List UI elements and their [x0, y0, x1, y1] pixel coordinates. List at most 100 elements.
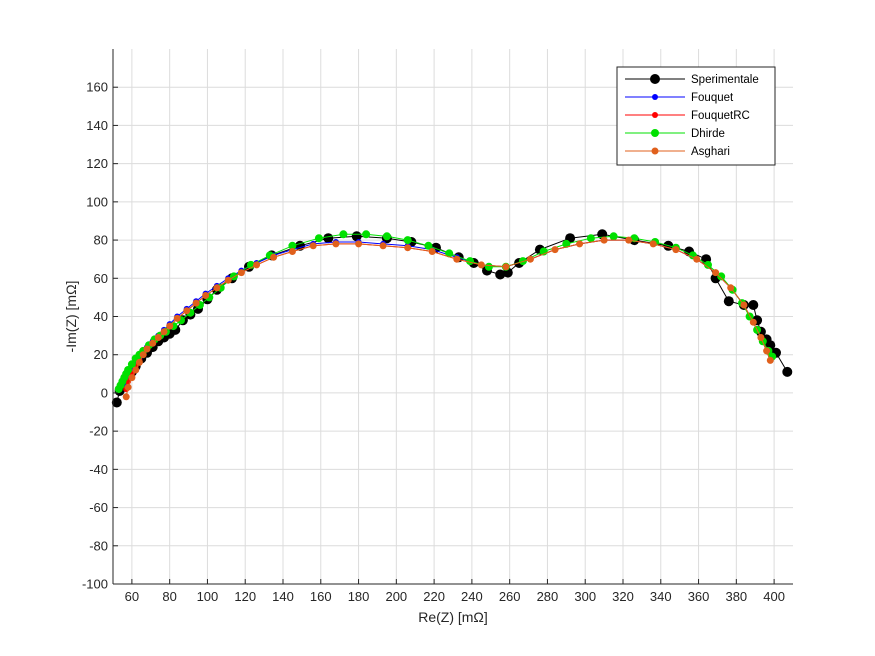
data-point [484, 262, 493, 271]
data-point [124, 366, 133, 374]
data-point [128, 374, 136, 382]
data-point [649, 240, 657, 248]
data-point [723, 296, 734, 307]
x-tick-label: 160 [310, 589, 332, 604]
legend-item-sperimentale[interactable]: Sperimentale [625, 74, 759, 86]
data-point [625, 236, 633, 244]
data-point [332, 240, 340, 248]
data-point [270, 253, 278, 261]
data-point [428, 248, 436, 255]
y-tick-label: 80 [94, 233, 108, 248]
legend-label: FouquetRC [691, 110, 750, 122]
y-tick-label: 0 [101, 385, 108, 400]
legend-item-fouquet[interactable]: Fouquet [625, 92, 734, 104]
legend-label: Sperimentale [691, 74, 759, 86]
data-point [445, 249, 454, 258]
x-tick-label: 400 [763, 589, 785, 604]
data-point [782, 366, 793, 377]
data-point [135, 358, 143, 366]
data-point [693, 255, 701, 263]
data-point [339, 230, 348, 239]
series-asghari [122, 236, 774, 401]
y-tick-label: -100 [82, 577, 108, 592]
x-tick-label: 380 [725, 589, 747, 604]
data-point [749, 318, 757, 326]
data-point [309, 242, 317, 250]
data-point [124, 383, 132, 391]
data-point [253, 261, 261, 269]
data-point [132, 366, 140, 374]
data-point [362, 230, 371, 239]
legend-box [616, 66, 776, 166]
x-tick-label: 180 [348, 589, 370, 604]
legend-marker [650, 74, 660, 84]
data-point [403, 236, 412, 245]
x-tick-label: 340 [650, 589, 672, 604]
x-tick-label: 300 [574, 589, 596, 604]
data-point [424, 241, 433, 250]
data-point [609, 232, 618, 241]
legend-item-dhirde[interactable]: Dhirde [625, 128, 725, 140]
data-point [740, 301, 748, 309]
x-tick-label: 120 [234, 589, 256, 604]
y-tick-label: 100 [86, 194, 108, 209]
series-dhirde [114, 230, 777, 394]
data-point [139, 351, 147, 359]
y-tick-label: 160 [86, 80, 108, 95]
data-point [453, 255, 461, 263]
legend-marker [652, 112, 658, 118]
legend-marker [652, 94, 658, 100]
legend-item-fouquetrc[interactable]: FouquetRC [625, 110, 750, 122]
data-point [288, 241, 297, 250]
y-tick-label: -40 [89, 462, 108, 477]
data-point [712, 269, 720, 277]
data-point [166, 322, 174, 330]
legend[interactable]: Sperimentale Fouquet FouquetRC Dhirde Asghar… [616, 66, 776, 166]
data-point [586, 234, 595, 243]
data-point [213, 284, 221, 292]
data-point [672, 246, 680, 254]
x-tick-label: 280 [537, 589, 559, 604]
x-tick-label: 140 [272, 589, 294, 604]
data-point [160, 328, 168, 336]
data-point [143, 345, 151, 353]
x-tick-label: 220 [423, 589, 445, 604]
x-tick-label: 100 [197, 589, 219, 604]
y-tick-label: 40 [94, 309, 108, 324]
legend-item-asghari[interactable]: Asghari [625, 146, 730, 158]
data-point [502, 263, 510, 271]
x-tick-label: 240 [461, 589, 483, 604]
y-tick-label: 140 [86, 118, 108, 133]
x-tick-label: 80 [162, 589, 176, 604]
data-point [122, 393, 130, 401]
y-tick-label: 20 [94, 347, 108, 362]
x-tick-label: 320 [612, 589, 634, 604]
x-tick-label: 360 [688, 589, 710, 604]
data-point [600, 236, 608, 244]
y-axis-label: -Im(Z) [mΩ] [63, 281, 79, 353]
series-layer [111, 229, 793, 408]
y-axis-ticks: -100 -80 -60 -40 -20 0 20 40 60 80 100 120 140 160 [82, 80, 118, 592]
data-point [526, 255, 534, 263]
data-point [149, 339, 157, 347]
data-point [224, 276, 232, 284]
legend-label: Asghari [691, 146, 730, 158]
data-point [154, 334, 162, 341]
data-point [183, 307, 191, 315]
legend-label: Dhirde [691, 128, 725, 140]
x-tick-label: 260 [499, 589, 521, 604]
data-point [111, 397, 122, 408]
data-point [766, 356, 774, 364]
data-point [562, 239, 571, 248]
y-tick-label: 60 [94, 271, 108, 286]
x-axis-ticks: 60 80 100 120 140 160 180 200 220 240 260 280 300 320… [125, 579, 785, 604]
x-tick-label: 200 [385, 589, 407, 604]
data-point [288, 248, 296, 255]
data-point [323, 233, 334, 244]
data-point [748, 300, 759, 310]
data-point [379, 242, 387, 250]
data-point [551, 246, 559, 254]
data-point [757, 334, 765, 341]
data-point [466, 257, 474, 266]
data-point [202, 292, 210, 299]
